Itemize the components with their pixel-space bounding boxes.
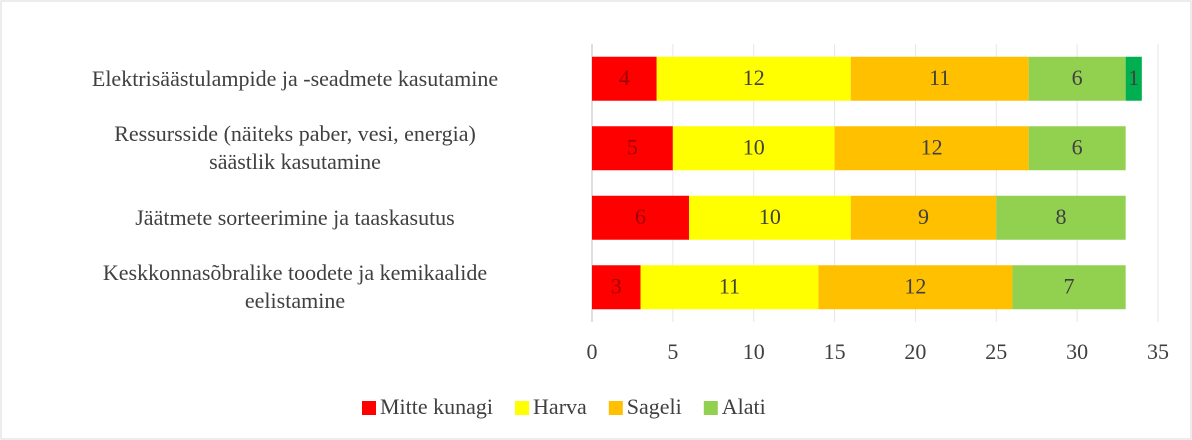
data-label: 6 xyxy=(1072,65,1083,90)
x-tick-label: 30 xyxy=(1066,339,1088,364)
bar-segment xyxy=(592,195,690,240)
bar-segment xyxy=(818,265,1013,310)
bar-segment xyxy=(672,126,835,171)
bar-segment xyxy=(656,56,851,101)
data-label: 7 xyxy=(1064,273,1075,298)
legend-swatch xyxy=(515,401,530,415)
bar-segment xyxy=(1125,56,1142,101)
bar-segment xyxy=(1012,265,1126,310)
data-label: 4 xyxy=(619,65,630,90)
legend-swatch xyxy=(362,401,376,415)
bar-segment xyxy=(996,195,1126,240)
data-label: 12 xyxy=(921,134,943,159)
bar-segment xyxy=(834,126,1029,171)
data-label: 6 xyxy=(1072,134,1083,159)
x-tick-label: 25 xyxy=(985,339,1007,364)
legend-label: Harva xyxy=(533,394,587,419)
data-label: 12 xyxy=(743,65,765,90)
data-label: 1 xyxy=(1128,65,1139,90)
bar-segment xyxy=(1028,56,1126,101)
x-tick-label: 0 xyxy=(587,339,598,364)
legend-swatch xyxy=(703,401,718,415)
legend-label: Mitte kunagi xyxy=(380,394,493,419)
bar-segment xyxy=(592,126,673,171)
bar-segment xyxy=(640,265,819,310)
legend-swatch xyxy=(608,401,623,415)
legend-label: Sageli xyxy=(627,394,682,419)
data-label: 9 xyxy=(918,204,929,229)
y-tick-label: Ressursside (näiteks paber, vesi, energi… xyxy=(114,121,476,175)
data-label: 3 xyxy=(611,273,622,298)
y-tick-label: Elektrisäästulampide ja -seadmete kasuta… xyxy=(91,65,499,91)
y-tick-label: Jäätmete sorteerimine ja taaskasutus xyxy=(135,204,455,230)
data-label: 11 xyxy=(929,65,950,90)
x-tick-label: 5 xyxy=(667,339,678,364)
bar-segment xyxy=(1028,126,1126,171)
legend-label: Alati xyxy=(722,394,766,419)
x-tick-label: 35 xyxy=(1147,339,1169,364)
data-label: 5 xyxy=(627,134,638,159)
data-label: 8 xyxy=(1055,204,1066,229)
data-label: 11 xyxy=(719,273,740,298)
y-tick-label: Keskkonnasõbralike toodete ja kemikaalid… xyxy=(102,260,488,314)
x-tick-label: 20 xyxy=(904,339,926,364)
data-label: 10 xyxy=(743,134,765,159)
data-label: 10 xyxy=(759,204,781,229)
bar-segment xyxy=(850,56,1029,101)
x-tick-label: 15 xyxy=(824,339,846,364)
data-label: 12 xyxy=(904,273,926,298)
bar-segment xyxy=(689,195,851,240)
bar-segment xyxy=(592,56,657,101)
data-label: 6 xyxy=(635,204,646,229)
bar-segment xyxy=(850,195,997,240)
bar-segment xyxy=(592,265,641,310)
x-tick-label: 10 xyxy=(743,339,765,364)
